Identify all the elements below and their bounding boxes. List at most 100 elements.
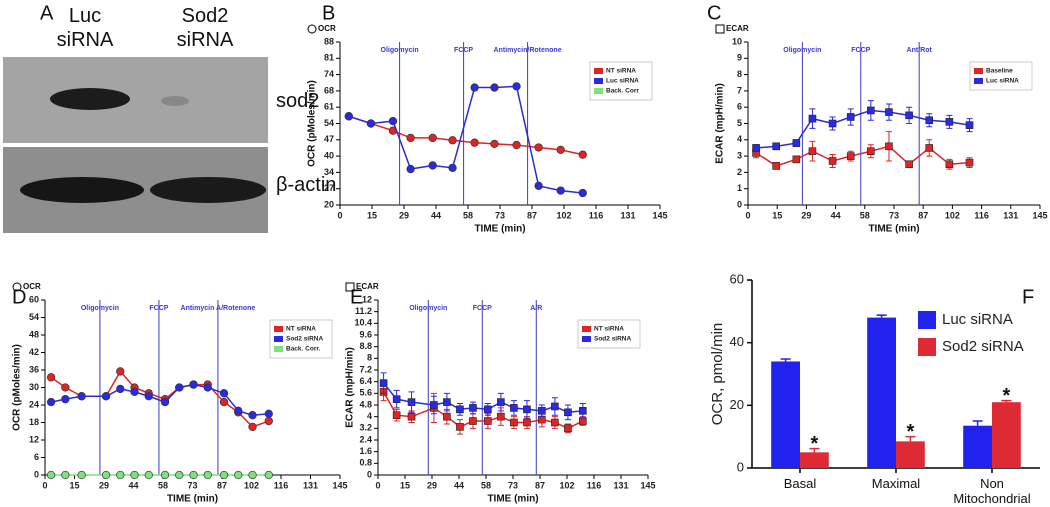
marker	[101, 392, 111, 401]
marker	[46, 397, 56, 407]
y-tick-label: 42	[29, 347, 39, 357]
marker	[925, 144, 934, 152]
y-tick-label: 8.8	[359, 341, 372, 351]
marker	[203, 383, 212, 392]
marker	[905, 160, 913, 169]
x-tick-label: 131	[303, 480, 318, 490]
legend-label: NT siRNA	[606, 68, 636, 75]
y-tick-label: 0	[34, 469, 39, 479]
y-tick-label: 81	[324, 53, 334, 63]
marker	[490, 83, 499, 92]
y-tick-label: 3	[737, 150, 742, 160]
significance: *	[1003, 385, 1011, 407]
x-tick-label: Maximal	[871, 476, 921, 491]
y-tick-label: 47	[324, 134, 334, 144]
x-tick-label: 87	[535, 480, 545, 490]
marker	[469, 404, 477, 412]
y-tick-label: 54	[29, 312, 39, 322]
marker	[556, 145, 565, 155]
injection-label: Antimycin/Rotenone	[494, 47, 562, 54]
x-tick-label: 102	[244, 480, 259, 490]
marker	[175, 470, 184, 480]
bar	[992, 402, 1021, 468]
injection-label: Ant/Rot	[907, 47, 933, 54]
x-tick-label: 102	[559, 480, 574, 490]
injection-label: FCCP	[454, 47, 473, 54]
marker	[510, 418, 518, 427]
lane-label: Luc siRNA	[56, 5, 114, 51]
marker	[965, 121, 974, 129]
x-tick-label: 102	[945, 210, 960, 220]
marker	[219, 470, 229, 480]
error-bar	[1001, 399, 1012, 403]
x-tick-label: 73	[889, 210, 899, 220]
legend-label: Back. Corr.	[286, 346, 321, 353]
marker	[792, 139, 801, 147]
legend-box	[577, 319, 641, 349]
x-tick-label: 102	[556, 210, 571, 220]
bar	[896, 441, 925, 468]
x-tick-label: 44	[431, 210, 441, 220]
marker	[77, 392, 86, 401]
marker	[428, 161, 437, 170]
band-label: β-actin	[276, 174, 337, 196]
legend-label: NT siRNA	[594, 326, 624, 333]
y-axis-label: OCR, pmol/min	[709, 323, 726, 426]
marker	[130, 387, 139, 397]
marker	[219, 397, 229, 407]
y-tick-label: 40	[324, 150, 334, 160]
marker	[556, 186, 565, 195]
injection-label: Oligomycin	[783, 47, 821, 54]
marker	[828, 119, 837, 128]
x-tick-label: 145	[640, 480, 655, 490]
injection-label: FCCP	[473, 305, 492, 312]
marker	[344, 112, 353, 121]
marker	[523, 418, 531, 427]
marker	[772, 162, 780, 170]
marker	[510, 404, 518, 412]
legend-swatch	[594, 88, 603, 94]
x-tick-label: 73	[187, 480, 197, 490]
x-tick-label: 0	[337, 210, 342, 220]
blot-sod2	[3, 57, 268, 143]
legend-swatch	[974, 68, 983, 74]
x-axis-label: TIME (min)	[167, 494, 218, 505]
y-tick-label: 1.6	[359, 446, 372, 456]
marker	[407, 398, 416, 406]
legend-swatch	[974, 78, 983, 84]
x-tick-label: 15	[400, 480, 410, 490]
marker	[144, 470, 153, 480]
x-tick-label: 58	[158, 480, 168, 490]
injection-label: FCCP	[851, 47, 870, 54]
y-axis-label: OCR (pMoles/min)	[307, 80, 318, 167]
chart-title: OCR	[318, 24, 336, 33]
legend-label: Sod2 siRNA	[286, 336, 324, 343]
marker	[925, 116, 934, 125]
y-tick-label: 12	[362, 294, 372, 304]
y-tick-label: 36	[29, 364, 39, 374]
legend-label: Baseline	[986, 68, 1013, 75]
x-tick-label: 29	[427, 480, 437, 490]
series-line	[348, 85, 583, 194]
marker	[490, 139, 499, 149]
y-tick-label: 48	[29, 329, 39, 339]
y-tick-label: 2	[737, 167, 742, 177]
x-tick-label: 29	[99, 480, 109, 490]
y-tick-label: 8	[737, 69, 742, 79]
y-tick-label: 68	[324, 85, 334, 95]
legend-swatch	[274, 336, 283, 342]
marker	[406, 133, 415, 143]
marker	[808, 147, 817, 156]
x-tick-label: 44	[128, 480, 138, 490]
y-tick-label: 6.4	[359, 376, 372, 386]
marker	[579, 407, 587, 415]
marker	[534, 143, 543, 152]
marker	[219, 389, 229, 398]
injection-label: Oligomycin	[381, 47, 419, 54]
injection-label: A/R	[530, 305, 542, 312]
marker	[443, 412, 451, 421]
marker	[61, 470, 70, 480]
x-tick-label: 29	[399, 210, 409, 220]
marker	[407, 412, 416, 421]
marker	[379, 379, 388, 387]
